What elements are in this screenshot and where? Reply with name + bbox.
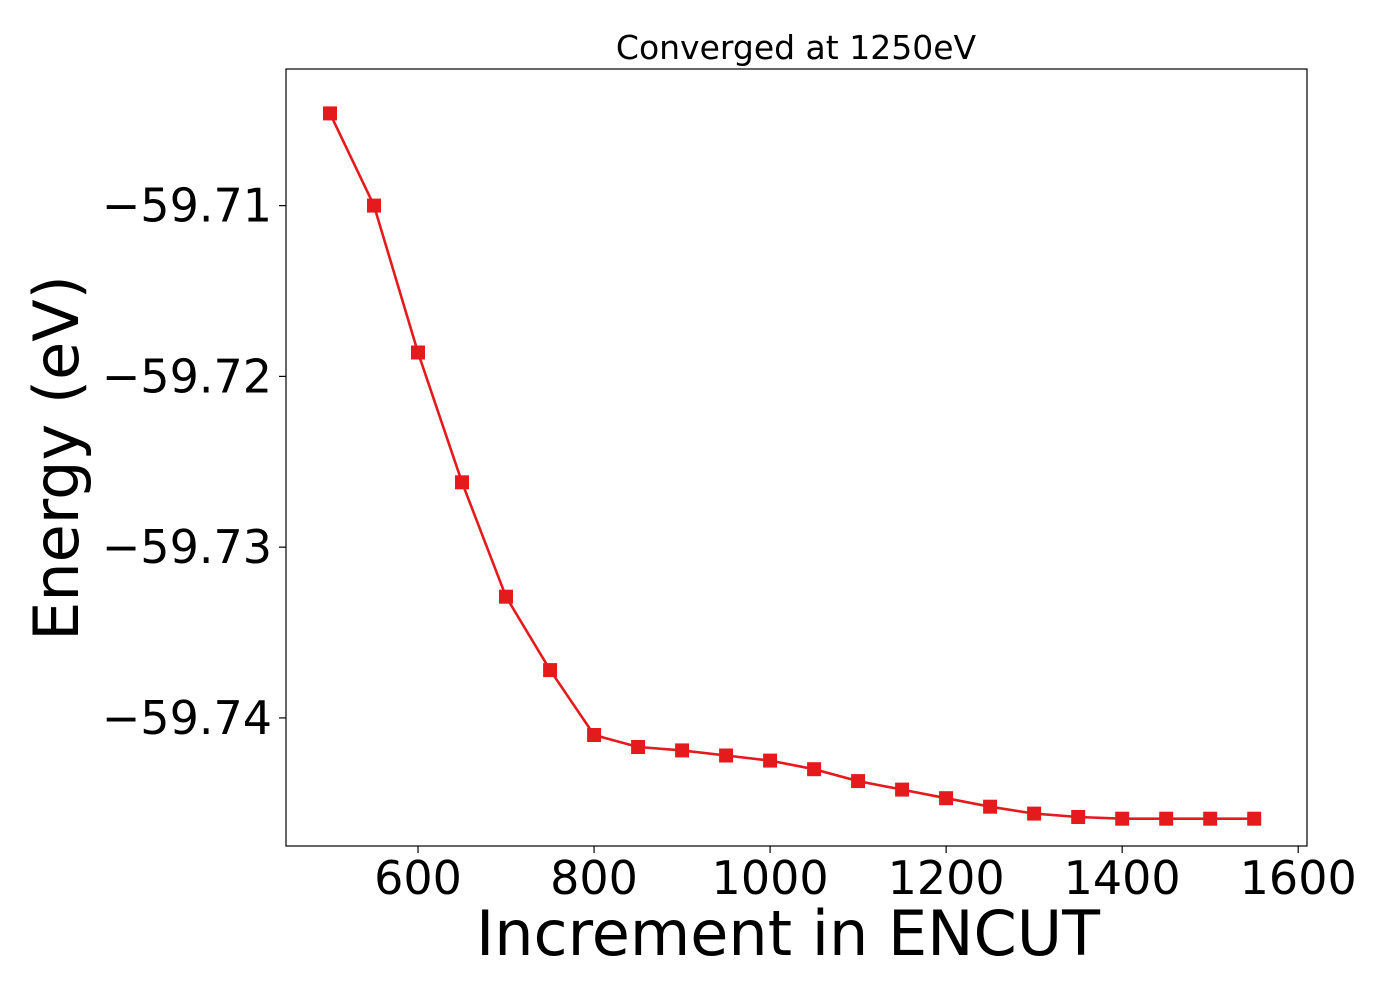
x-tick-label: 600 <box>374 851 462 905</box>
data-point <box>719 748 734 763</box>
data-point <box>411 345 425 360</box>
x-tick-label: 1200 <box>888 851 1005 905</box>
y-tick-label: −59.72 <box>102 349 272 403</box>
chart-title: Converged at 1250eV <box>616 28 977 67</box>
x-axis-label: Increment in ENCUT <box>476 897 1101 970</box>
data-point <box>1115 811 1130 826</box>
data-point <box>499 589 513 604</box>
axes-frame <box>285 68 1308 847</box>
data-point <box>543 663 558 678</box>
series-line <box>328 112 1255 821</box>
data-point <box>455 475 469 490</box>
y-tick-label: −59.74 <box>102 691 272 745</box>
data-point <box>367 198 381 213</box>
x-tick-label: 1600 <box>1240 851 1357 905</box>
data-point <box>587 728 602 742</box>
data-point <box>1247 811 1262 826</box>
data-point <box>1071 810 1086 824</box>
data-point <box>323 106 337 121</box>
data-point <box>807 762 822 777</box>
x-tick-label: 1400 <box>1064 851 1181 905</box>
data-point <box>1159 811 1174 826</box>
data-point <box>939 791 954 806</box>
data-point <box>1027 806 1042 821</box>
y-axis: −59.71 −59.72 −59.73 −59.74 <box>102 179 286 745</box>
x-axis: 600 800 1000 1200 1400 1600 <box>374 846 1357 905</box>
data-point <box>851 774 866 789</box>
data-point <box>895 782 910 797</box>
x-tick-label: 1000 <box>712 851 829 905</box>
plot-area <box>323 106 1262 826</box>
data-point <box>983 799 998 814</box>
y-tick-label: −59.73 <box>102 520 272 574</box>
x-tick-label: 800 <box>550 851 638 905</box>
data-point <box>763 753 778 768</box>
data-point <box>675 743 690 758</box>
y-tick-label: −59.71 <box>102 179 272 233</box>
data-point <box>1203 811 1218 826</box>
y-axis-label: Energy (eV) <box>20 275 93 641</box>
data-point <box>631 740 646 754</box>
